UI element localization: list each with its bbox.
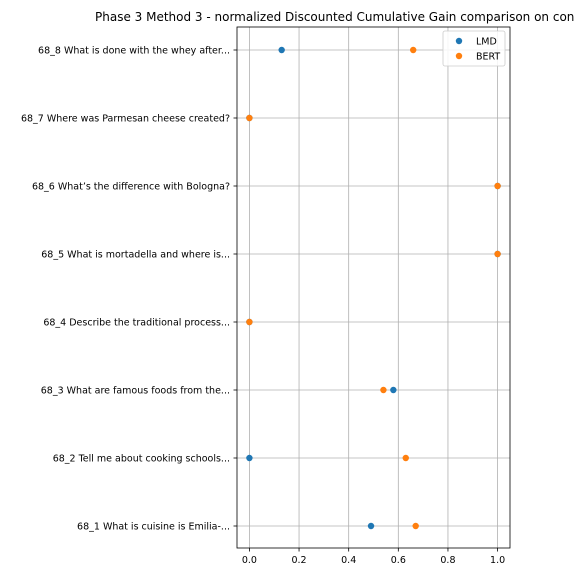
legend-label-lmd: LMD [476, 37, 497, 48]
legend-marker-bert [455, 52, 463, 60]
point-bert-1 [412, 522, 419, 530]
y-tick-label: 68_8 What is done with the whey after... [38, 46, 230, 57]
y-tick-label: 68_1 What is cuisine is Emilia-... [77, 522, 230, 533]
x-tick-label: 0.4 [341, 555, 356, 566]
legend: LMD BERT [442, 30, 506, 67]
point-bert-7 [246, 114, 253, 122]
grid-layer [237, 27, 510, 548]
y-tick-label: 68_5 What is mortadella and where is... [41, 250, 230, 261]
chart-title: Phase 3 Method 3 - normalized Discounted… [95, 10, 574, 24]
point-bert-2 [402, 454, 409, 462]
point-bert-3 [380, 386, 387, 394]
point-lmd-3 [390, 386, 397, 394]
y-tick-label: 68_6 What’s the difference with Bologna? [32, 182, 230, 193]
y-tick-label: 68_7 Where was Parmesan cheese created? [21, 114, 230, 125]
point-lmd-2 [246, 454, 253, 462]
legend-marker-lmd [455, 37, 463, 45]
point-bert-6 [494, 182, 501, 190]
plot-frame [236, 26, 511, 549]
point-bert-5 [494, 250, 501, 258]
point-bert-4 [246, 318, 253, 326]
x-tick-label: 0.0 [242, 555, 257, 566]
x-tick-label: 0.8 [440, 555, 455, 566]
x-axis-ticks: 0.0 0.2 0.4 0.6 0.8 1.0 [242, 548, 505, 566]
y-tick-label: 68_4 Describe the traditional process... [43, 318, 230, 329]
legend-label-bert: BERT [476, 52, 500, 63]
y-tick-label: 68_2 Tell me about cooking schools... [53, 454, 230, 465]
x-tick-label: 1.0 [490, 555, 505, 566]
point-lmd-8 [278, 46, 285, 54]
point-lmd-1 [367, 522, 375, 530]
y-axis-ticks: 68_1 What is cuisine is Emilia-... 68_2 T… [21, 46, 237, 533]
x-tick-label: 0.6 [391, 555, 406, 566]
y-tick-label: 68_3 What are famous foods from the... [41, 386, 230, 397]
points-layer [246, 46, 501, 530]
point-bert-8 [410, 46, 417, 54]
x-tick-label: 0.2 [291, 555, 306, 566]
